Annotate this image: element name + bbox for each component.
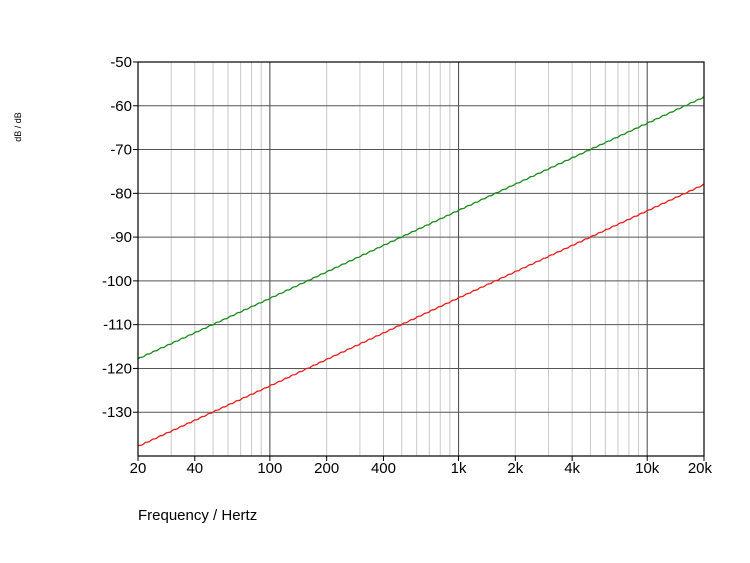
x-tick-label: 100 xyxy=(257,460,282,477)
y-tick-label: -50 xyxy=(110,54,132,71)
y-tick-label: -100 xyxy=(102,273,132,290)
series-line-1 xyxy=(137,96,705,360)
x-tick-label: 200 xyxy=(314,460,339,477)
major-grid xyxy=(138,61,704,456)
y-tick-labels: -50 -60 -70 -80 -90 -100 -110 -120 -130 xyxy=(102,54,138,421)
series-line-2 xyxy=(137,183,705,447)
x-tick-label: 2k xyxy=(507,460,523,477)
x-tick-label: 40 xyxy=(186,460,203,477)
series-layer xyxy=(137,96,705,447)
x-tick-label: 400 xyxy=(371,460,396,477)
y-tick-label: -130 xyxy=(102,404,132,421)
x-tick-label: 1k xyxy=(451,460,467,477)
x-tick-label: 4k xyxy=(564,460,580,477)
y-tick-label: -120 xyxy=(102,360,132,377)
y-axis-label: dB / dB xyxy=(13,112,23,142)
y-tick-label: -80 xyxy=(110,185,132,202)
y-tick-label: -70 xyxy=(110,142,132,159)
y-tick-label: -60 xyxy=(110,98,132,115)
x-tick-label: 20 xyxy=(130,460,147,477)
x-tick-labels: 20 40 100 200 400 1k 2k 4k 10k 20k xyxy=(130,456,713,477)
plot-frame xyxy=(137,61,705,457)
y-tick-label: -90 xyxy=(110,229,132,246)
y-tick-label: -110 xyxy=(103,317,132,334)
x-tick-label: 10k xyxy=(635,460,660,477)
minor-grid xyxy=(170,62,640,456)
x-axis-label: Frequency / Hertz xyxy=(138,507,257,524)
x-tick-label: 20k xyxy=(688,460,713,477)
